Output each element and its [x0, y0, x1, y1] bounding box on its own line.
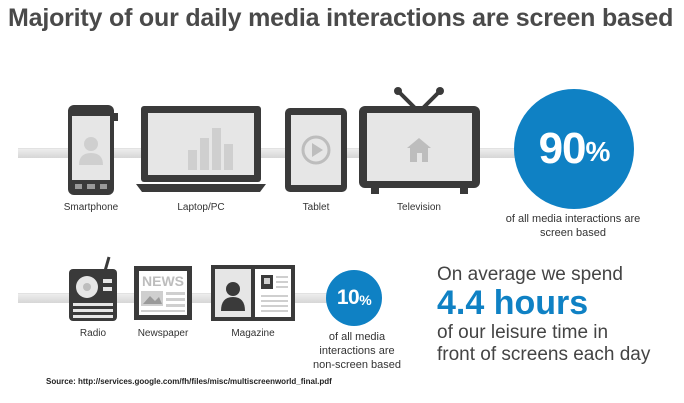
laptop-icon [136, 104, 266, 201]
page-title: Majority of our daily media interactions… [8, 4, 674, 32]
device-label-laptop: Laptop/PC [177, 202, 225, 213]
screen-percentage-number: 90 [538, 124, 587, 173]
screen-percentage-unit: % [585, 136, 611, 167]
newspaper-masthead: NEWS [142, 273, 184, 289]
nonscreen-stat-caption: of all media interactions are non-screen… [312, 331, 402, 371]
average-intro: On average we spend [437, 264, 623, 285]
screen-stat-caption: of all media interactions are screen bas… [505, 213, 641, 239]
television-icon [357, 86, 482, 203]
newspaper-icon: NEWS [132, 264, 194, 327]
device-label-magazine: Magazine [231, 328, 275, 339]
device-label-smartphone: Smartphone [63, 202, 119, 213]
nonscreen-percentage-badge: 10% [326, 270, 382, 326]
average-line-3: of our leisure time in [437, 322, 609, 343]
device-label-radio: Radio [79, 328, 107, 339]
nonscreen-percentage-unit: % [359, 291, 372, 308]
device-label-television: Television [397, 202, 441, 213]
smartphone-icon [66, 103, 120, 203]
magazine-icon [209, 263, 297, 328]
average-hours: 4.4 hours [437, 284, 589, 322]
source-citation: Source: http://services.google.com/fh/fi… [46, 377, 332, 386]
average-line-4: front of screens each day [437, 344, 651, 365]
radio-icon [67, 255, 119, 328]
screen-percentage-badge: 90% [514, 89, 634, 209]
tablet-icon [283, 106, 349, 199]
device-label-newspaper: Newspaper [137, 328, 189, 339]
device-label-tablet: Tablet [302, 202, 330, 213]
nonscreen-percentage-number: 10 [336, 286, 360, 309]
